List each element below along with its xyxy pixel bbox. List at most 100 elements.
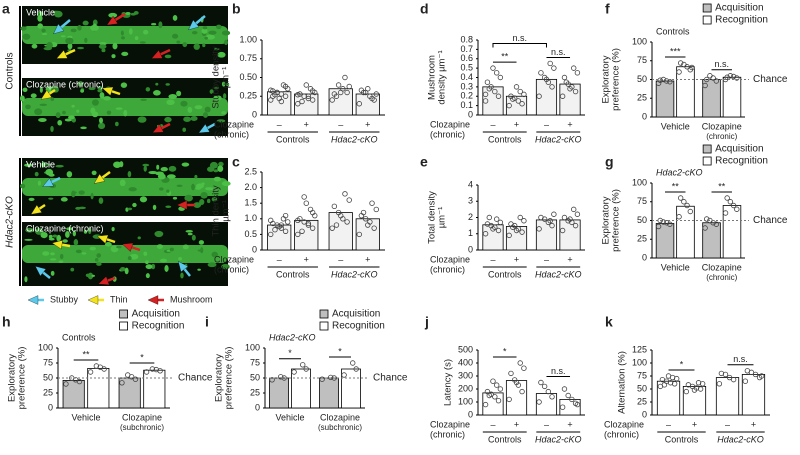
data-point xyxy=(329,97,335,103)
data-point xyxy=(517,360,523,366)
spine xyxy=(121,36,125,40)
spine xyxy=(39,103,48,107)
x-tick-label: + xyxy=(692,419,697,429)
data-point xyxy=(350,360,356,366)
spine xyxy=(202,26,208,30)
x-tick-label: – xyxy=(277,119,282,129)
spine xyxy=(180,100,188,107)
y-tick-label: 25 xyxy=(250,387,260,397)
spine xyxy=(221,111,226,115)
group-label: Controls xyxy=(665,434,699,444)
spine xyxy=(148,170,158,175)
spine xyxy=(55,112,61,119)
x-tick-label: Clozapine xyxy=(702,121,742,131)
spine xyxy=(195,186,202,190)
spine xyxy=(159,187,164,191)
data-point xyxy=(333,222,340,228)
y-axis-label: preference (%) xyxy=(17,347,28,410)
sig-label: * xyxy=(338,346,342,356)
spine xyxy=(127,207,133,211)
data-point xyxy=(333,93,340,99)
data-point xyxy=(547,60,553,67)
data-point xyxy=(493,382,500,388)
spine xyxy=(187,106,193,113)
sig-label: ** xyxy=(82,349,90,359)
x-tick-label: + xyxy=(514,254,519,264)
spine xyxy=(39,87,43,93)
data-point xyxy=(702,82,708,89)
spine xyxy=(62,239,68,243)
spine xyxy=(90,107,96,114)
spine xyxy=(139,41,146,44)
spine xyxy=(182,244,189,250)
spine xyxy=(98,117,104,124)
y-tick-label: 1.5 xyxy=(244,198,257,208)
x-tick-label: + xyxy=(567,119,572,129)
data-point xyxy=(538,214,544,221)
legend-swatch xyxy=(319,321,329,331)
group-label: Hdac2-cKO xyxy=(535,134,582,144)
panel-label: b xyxy=(232,1,241,17)
dendrite xyxy=(22,26,228,44)
spine xyxy=(38,117,47,122)
data-point xyxy=(282,228,289,234)
panel-label: f xyxy=(605,1,610,17)
bar xyxy=(676,205,695,259)
panel-label: h xyxy=(2,314,11,330)
data-point xyxy=(660,219,667,225)
data-point xyxy=(519,101,525,107)
data-point xyxy=(730,376,737,383)
data-point xyxy=(655,80,662,86)
y-tick-label: 1 xyxy=(468,228,473,238)
data-point xyxy=(561,74,568,81)
data-point xyxy=(543,76,550,83)
spine xyxy=(62,110,66,115)
legend-label: Acquisition xyxy=(132,309,180,320)
spine xyxy=(115,121,119,127)
data-point xyxy=(125,372,131,378)
spine xyxy=(120,267,126,272)
y-axis-label: Alternation (%) xyxy=(617,351,628,414)
data-point xyxy=(513,227,520,234)
spine xyxy=(130,12,137,16)
spine xyxy=(193,43,200,50)
data-point xyxy=(486,392,492,399)
spine xyxy=(50,252,55,256)
spine xyxy=(156,244,163,249)
spine xyxy=(75,206,81,210)
data-point xyxy=(338,89,344,96)
spine xyxy=(124,267,129,275)
spine xyxy=(42,251,50,256)
spine xyxy=(187,232,193,236)
data-point xyxy=(278,98,285,105)
spine xyxy=(28,197,35,201)
bar xyxy=(269,377,289,409)
spine xyxy=(19,95,25,102)
spine xyxy=(73,239,79,246)
spine xyxy=(182,127,187,132)
data-point xyxy=(373,206,379,213)
spine xyxy=(64,118,72,122)
data-point xyxy=(713,78,720,84)
spine xyxy=(154,230,164,238)
y-tick-label: 0 xyxy=(252,109,257,119)
x-tick-label: – xyxy=(666,419,671,429)
data-point xyxy=(309,88,316,94)
data-point xyxy=(567,216,573,222)
spine xyxy=(165,83,170,86)
subtitle: Hdac2-cKO xyxy=(656,167,703,177)
spine xyxy=(202,43,206,48)
data-point xyxy=(655,223,662,230)
data-point xyxy=(549,394,555,400)
data-point xyxy=(371,225,377,231)
x-tick-label: Vehicle xyxy=(275,412,304,422)
spine xyxy=(159,258,168,263)
spine xyxy=(157,173,166,180)
spine xyxy=(209,89,214,94)
spine xyxy=(128,187,137,192)
data-point xyxy=(536,93,542,99)
bar xyxy=(655,80,675,118)
y-tick-label: 25 xyxy=(637,396,647,406)
y-tick-label: 0 xyxy=(252,244,257,254)
spine xyxy=(176,40,181,44)
